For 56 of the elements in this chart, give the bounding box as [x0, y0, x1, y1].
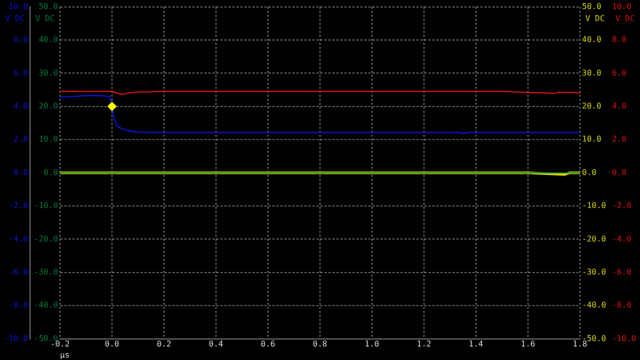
- x-tick-label: 1.0: [364, 340, 380, 349]
- y-tick-label: 2.0: [14, 134, 28, 144]
- text: 50.0: [582, 2, 602, 11]
- y-tick-label: 10.0: [8, 2, 28, 11]
- y2-tick-label: -20.0: [34, 234, 58, 244]
- y2-axis-title: V DC: [35, 14, 55, 23]
- y2-tick-label: 0.0: [44, 168, 58, 177]
- text: -10.0: [612, 334, 636, 343]
- x-tick-label: 0.0: [104, 340, 120, 349]
- y-tick-label: -10.0: [4, 334, 28, 343]
- y-axis-title: V DC: [5, 14, 25, 23]
- text: 0.0: [612, 168, 626, 177]
- text: -20.0: [582, 234, 606, 244]
- text: 20.0: [582, 101, 602, 110]
- text: -40.0: [582, 300, 606, 310]
- text: -8.0: [612, 300, 632, 310]
- y2-tick-label: -40.0: [34, 300, 58, 310]
- text: -30.0: [582, 267, 606, 276]
- y2-tick-label: 50.0: [38, 2, 58, 11]
- text: 4.0: [612, 101, 626, 110]
- y-tick-label: -2.0: [8, 201, 28, 210]
- text: 10.0: [612, 2, 632, 11]
- text: V DC: [585, 14, 605, 23]
- x-tick-label: 0.4: [208, 340, 224, 349]
- x-tick-label: 1.6: [520, 340, 536, 349]
- x-axis-title: µs: [60, 350, 70, 360]
- y-tick-label: 0.0: [14, 168, 28, 177]
- x-tick-label: 1.4: [468, 340, 484, 349]
- text: -2.0: [612, 201, 632, 210]
- y2-tick-label: -30.0: [34, 267, 58, 276]
- x-tick-label: 0.2: [156, 340, 172, 349]
- text: 40.0: [582, 35, 602, 44]
- y-tick-label: -6.0: [8, 267, 28, 276]
- y-tick-label: 8.0: [14, 35, 28, 44]
- y2-tick-label: 30.0: [38, 68, 58, 78]
- text: 0.0: [582, 168, 596, 177]
- y2-tick-label: 10.0: [38, 134, 58, 144]
- text: -4.0: [612, 234, 632, 244]
- y-tick-label: -8.0: [8, 300, 28, 310]
- text: V DC: [615, 14, 635, 23]
- x-tick-label: 0.6: [260, 340, 276, 349]
- text: -10.0: [582, 201, 606, 210]
- y-tick-label: 4.0: [14, 101, 28, 110]
- text: 6.0: [612, 68, 626, 78]
- text: -6.0: [612, 267, 632, 276]
- x-tick-label: 1.2: [416, 340, 432, 349]
- text: 2.0: [612, 134, 626, 144]
- y2-tick-label: 40.0: [38, 35, 58, 44]
- text: 30.0: [582, 68, 602, 78]
- text: 10.0: [582, 134, 602, 144]
- y-tick-label: -4.0: [8, 234, 28, 244]
- y2-tick-label: 20.0: [38, 101, 58, 110]
- x-tick-label: 0.8: [312, 340, 328, 349]
- y2-tick-label: -10.0: [34, 201, 58, 210]
- y-tick-label: 6.0: [14, 68, 28, 78]
- text: 8.0: [612, 35, 626, 44]
